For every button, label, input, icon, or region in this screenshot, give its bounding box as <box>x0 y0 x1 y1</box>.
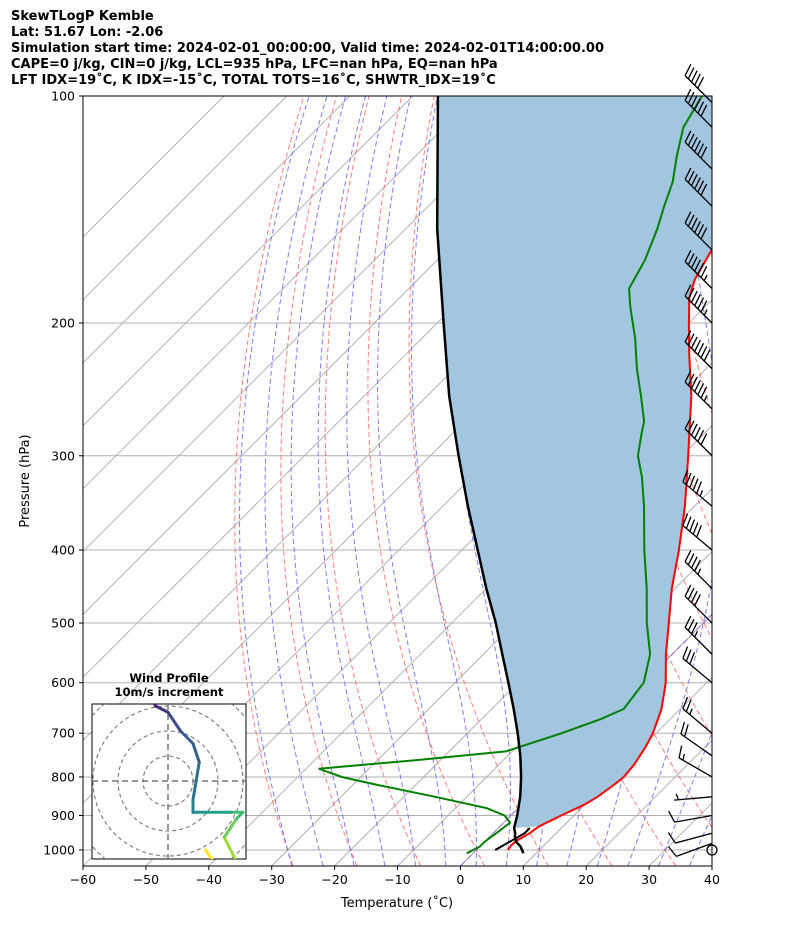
isotherm-line <box>83 96 414 427</box>
moist-adiabat <box>317 96 386 866</box>
wind-barb <box>684 64 713 103</box>
x-tick-label: 30 <box>641 872 657 887</box>
wind-barb <box>680 721 713 757</box>
wind-barb <box>684 130 713 170</box>
wind-barb <box>682 469 713 507</box>
wind-barb <box>682 696 713 734</box>
hodograph-segment <box>154 704 170 714</box>
y-tick-label: 500 <box>51 616 75 631</box>
wind-barb <box>678 745 713 778</box>
moist-adiabat <box>720 96 794 866</box>
x-tick-label: 40 <box>704 872 720 887</box>
y-tick-label: 300 <box>51 448 75 463</box>
wind-barb <box>667 810 713 823</box>
moist-adiabat <box>264 96 328 866</box>
wind-barb <box>674 793 713 801</box>
parcel-low-line <box>494 827 531 851</box>
x-tick-label: 0 <box>456 872 464 887</box>
y-tick-label: 700 <box>51 726 75 741</box>
isotherm-line <box>775 96 794 866</box>
wind-barb <box>684 417 713 457</box>
parcel-path-line <box>435 96 525 854</box>
chart-header: SkewTLogP Kemble Lat: 51.67 Lon: -2.06 S… <box>11 9 604 89</box>
moist-adiabat <box>377 96 447 866</box>
x-tick-label: −60 <box>70 872 96 887</box>
cin-shaded-area <box>437 96 712 828</box>
x-tick-label: −10 <box>384 872 410 887</box>
moist-adiabat <box>290 96 355 866</box>
isotherm-line <box>711 865 712 866</box>
hodograph-title-line: Wind Profile <box>129 671 209 685</box>
wind-barb <box>684 370 713 410</box>
isotherm-line <box>83 96 288 301</box>
wind-barb <box>684 211 713 251</box>
x-tick-label: −20 <box>321 872 347 887</box>
temperature-line <box>507 247 712 851</box>
wind-barb <box>684 584 713 624</box>
dewpoint-line <box>318 96 703 855</box>
y-tick-label: 900 <box>51 808 75 823</box>
location-line: Lat: 51.67 Lon: -2.06 <box>11 25 164 40</box>
moist-adiabat <box>239 96 310 866</box>
dry-adiabat <box>367 96 485 866</box>
wind-barb <box>667 832 713 844</box>
wind-barb <box>684 284 713 324</box>
x-tick-label: 20 <box>578 872 594 887</box>
hodograph-segment <box>166 710 182 733</box>
wind-barb <box>684 250 713 289</box>
y-tick-label: 600 <box>51 675 75 690</box>
wind-barb <box>667 842 713 858</box>
dry-adiabat <box>324 96 422 866</box>
isotherm-line <box>83 96 476 490</box>
wind-barb <box>682 646 713 684</box>
y-tick-label: 800 <box>51 769 75 784</box>
dry-adiabat <box>234 96 305 866</box>
chart-title: SkewTLogP Kemble <box>11 9 154 24</box>
wind-barb <box>682 513 713 551</box>
dry-adiabat <box>760 96 794 866</box>
moist-adiabat <box>751 96 794 866</box>
hodograph-subtitle: 10m/s increment <box>114 685 224 699</box>
isotherm-line <box>83 96 539 553</box>
hodograph-segment <box>204 848 214 859</box>
y-axis-label: Pressure (hPa) <box>18 434 33 527</box>
x-tick-label: −30 <box>259 872 285 887</box>
y-tick-label: 1000 <box>43 843 75 858</box>
hodograph-segment <box>222 835 237 859</box>
dry-adiabat <box>280 96 358 866</box>
hodograph-segment <box>191 760 201 802</box>
wind-barb <box>684 330 713 370</box>
wind-barb <box>684 550 713 589</box>
moist-adiabat <box>627 96 712 866</box>
moist-adiabat <box>411 96 477 866</box>
hodograph-segment <box>231 862 237 881</box>
isotherm-line <box>83 96 225 238</box>
wind-barb <box>684 88 713 128</box>
hodograph-segment <box>191 742 201 764</box>
cape-line: CAPE=0 j/kg, CIN=0 j/kg, LCL=935 hPa, LF… <box>11 57 498 72</box>
moist-adiabat <box>658 731 712 866</box>
x-tick-label: 10 <box>515 872 531 887</box>
time-line: Simulation start time: 2024-02-01_00:00:… <box>11 41 604 56</box>
hodograph-segment <box>179 729 195 745</box>
isotherm-line <box>334 487 712 866</box>
index-line: LFT IDX=19˚C, K IDX=-15˚C, TOTAL TOTS=16… <box>11 73 496 88</box>
hodograph-segment <box>222 817 239 839</box>
wind-barb <box>684 615 713 655</box>
x-tick-label: −50 <box>133 872 159 887</box>
moist-adiabat <box>346 96 416 866</box>
hodograph-title: Wind Profile 10m/s increment <box>92 671 246 699</box>
y-tick-label: 400 <box>51 542 75 557</box>
x-tick-label: −40 <box>196 872 222 887</box>
y-tick-label: 200 <box>51 315 75 330</box>
dry-adiabat <box>727 96 794 866</box>
y-tick-label: 100 <box>51 89 75 104</box>
x-axis-label: Temperature (˚C) <box>340 895 453 911</box>
wind-barb <box>684 167 713 207</box>
isotherm-line <box>83 96 351 364</box>
